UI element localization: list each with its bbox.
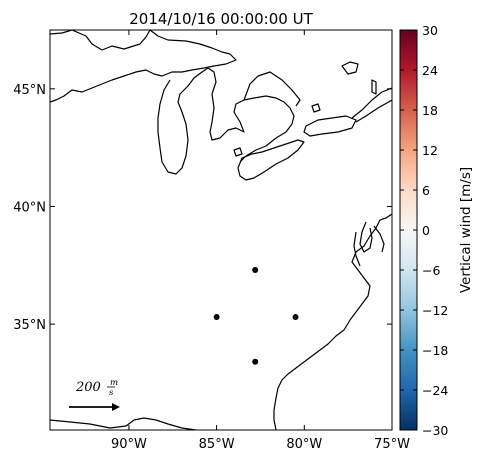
colorbar: 30 24 18 12 6 0 −6 −12 −18 −24 −30 Vertical wind [… (399, 23, 474, 438)
lat-tick-label: 40°N (13, 200, 46, 215)
lat-tick-label: 35°N (13, 318, 46, 333)
longitude-ticks: 90°W 85°W 80°W 75°W (111, 30, 410, 452)
colorbar-tick-label: 30 (422, 23, 438, 38)
lon-tick-label: 85°W (199, 437, 235, 452)
lake-simcoe-outline (311, 103, 321, 113)
st-lawrence-outline (351, 87, 392, 123)
station-marker (252, 358, 259, 365)
lake-st-clair-outline (233, 147, 243, 157)
colorbar-tick-label: −6 (422, 263, 440, 278)
lake-huron-outline (207, 67, 301, 163)
lake-michigan-outline (157, 67, 209, 175)
colorbar-ticks: 30 24 18 12 6 0 −6 −12 −18 −24 −30 (400, 23, 448, 438)
colorbar-tick-label: 24 (422, 63, 438, 78)
stations (213, 267, 299, 365)
colorbar-tick-label: 6 (422, 183, 430, 198)
colorbar-tick-label: 12 (422, 143, 438, 158)
latitude-ticks: 45°N 40°N 35°N (13, 83, 392, 333)
station-marker (213, 314, 220, 321)
colorbar-tick-label: 18 (422, 103, 438, 118)
chesapeake-outline (353, 221, 385, 267)
station-marker (292, 314, 299, 321)
lon-tick-label: 90°W (111, 437, 147, 452)
reference-vector-unit-denominator: s (109, 388, 114, 398)
colorbar-tick-label: −12 (422, 303, 448, 318)
reference-arrow-head (112, 403, 120, 411)
map-axes: 90°W 85°W 80°W 75°W 45°N 40°N 35°N 200 m s (13, 29, 410, 452)
reference-vector-value: 200 (75, 380, 101, 395)
lake-superior-outline (50, 30, 237, 103)
lake-erie-outline (237, 139, 305, 181)
reference-vector-unit-numerator: m (110, 378, 118, 388)
lake-champlain-outline (371, 79, 377, 95)
lake-ontario-outline (303, 115, 357, 137)
gulf-coastline (50, 417, 197, 430)
colorbar-tick-label: 0 (422, 223, 430, 238)
station-marker (252, 267, 259, 273)
lon-tick-label: 80°W (286, 437, 322, 452)
colorbar-tick-label: −30 (422, 423, 448, 438)
colorbar-tick-label: −24 (422, 383, 448, 398)
atlantic-coastline (273, 213, 392, 430)
coastlines (50, 30, 392, 430)
colorbar-label: Vertical wind [m/s] (458, 167, 474, 293)
nipissing-outline (341, 61, 359, 75)
reference-vector: 200 m s (69, 378, 120, 411)
map-title: 2014/10/16 00:00:00 UT (129, 10, 313, 28)
colorbar-tick-label: −18 (422, 343, 448, 358)
lon-tick-label: 75°W (374, 437, 410, 452)
lat-tick-label: 45°N (13, 83, 46, 98)
map-frame (49, 29, 393, 431)
